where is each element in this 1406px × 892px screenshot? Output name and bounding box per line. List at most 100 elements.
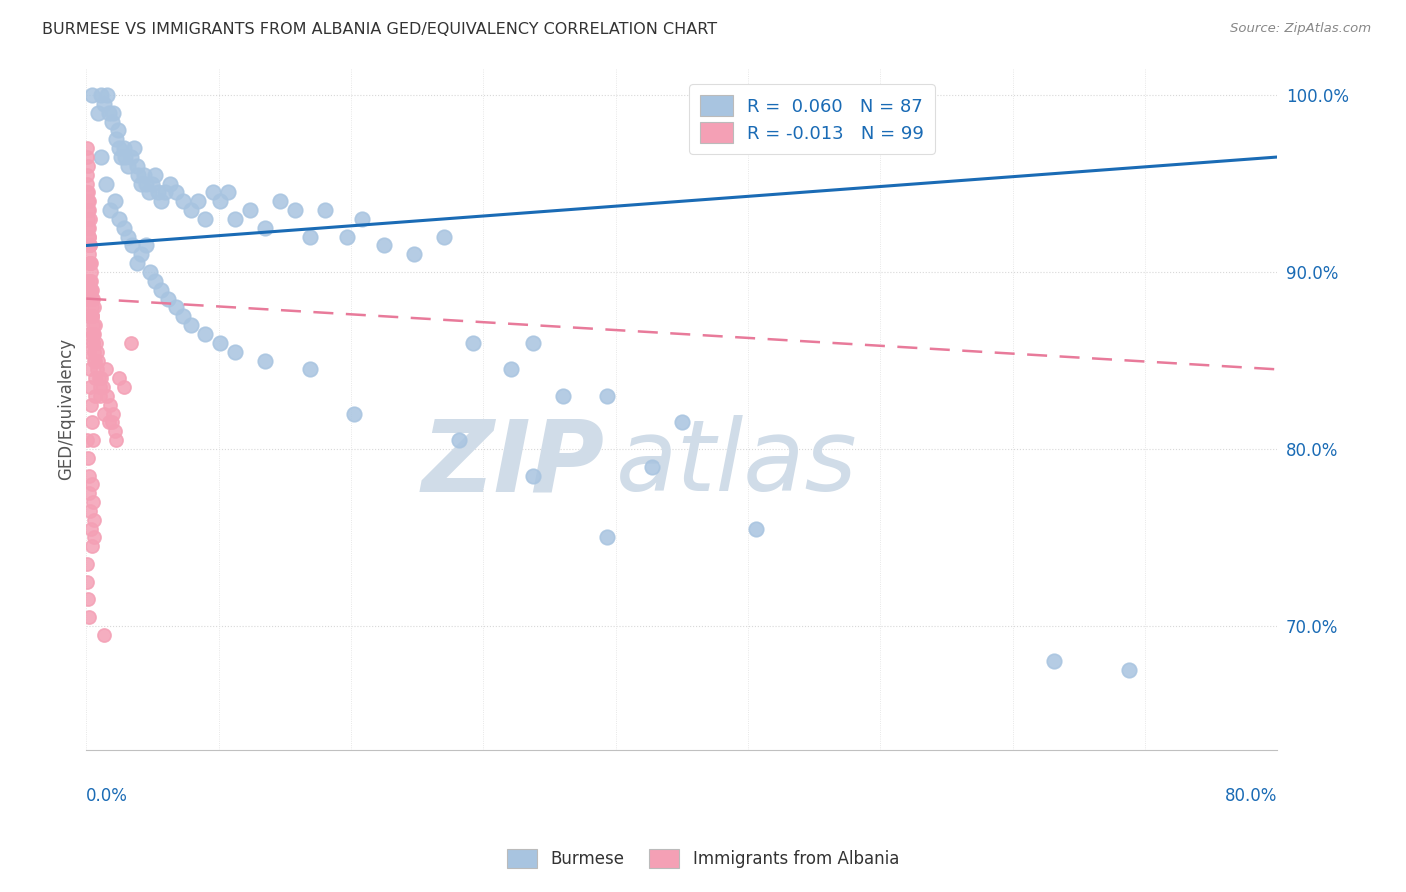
Point: [87, 353, 110, 368]
Point: [100, 416, 122, 430]
Point: [77, 238, 100, 252]
Point: [84, 318, 107, 332]
Point: [135, 177, 157, 191]
Point: [125, 159, 148, 173]
Point: [596, 531, 619, 545]
Point: [108, 211, 131, 226]
Point: [76, 186, 98, 200]
Point: [80, 283, 103, 297]
Point: [135, 238, 157, 252]
Point: [87, 371, 110, 385]
Point: [84, 335, 107, 350]
Point: [134, 168, 156, 182]
Point: [350, 211, 373, 226]
Point: [80, 301, 103, 315]
Point: [86, 362, 108, 376]
Point: [373, 238, 395, 252]
Point: [253, 220, 276, 235]
Point: [745, 522, 768, 536]
Point: [80, 283, 103, 297]
Point: [239, 203, 262, 218]
Point: [83, 301, 105, 315]
Point: [91, 380, 114, 394]
Point: [209, 194, 232, 209]
Point: [433, 229, 456, 244]
Point: [96, 389, 118, 403]
Point: [139, 265, 162, 279]
Point: [82, 495, 104, 509]
Point: [80, 398, 103, 412]
Point: [155, 186, 177, 200]
Point: [76, 433, 98, 447]
Point: [79, 256, 101, 270]
Point: [80, 416, 103, 430]
Point: [125, 256, 148, 270]
Point: [98, 203, 121, 218]
Point: [80, 292, 103, 306]
Point: [80, 292, 103, 306]
Point: [82, 335, 104, 350]
Point: [94, 177, 117, 191]
Text: BURMESE VS IMMIGRANTS FROM ALBANIA GED/EQUIVALENCY CORRELATION CHART: BURMESE VS IMMIGRANTS FROM ALBANIA GED/E…: [42, 22, 717, 37]
Point: [79, 274, 101, 288]
Point: [96, 88, 118, 103]
Point: [447, 433, 470, 447]
Point: [80, 256, 103, 270]
Point: [82, 318, 104, 332]
Point: [79, 344, 101, 359]
Point: [76, 557, 98, 571]
Point: [77, 229, 100, 244]
Point: [79, 238, 101, 252]
Point: [84, 389, 107, 403]
Point: [107, 123, 129, 137]
Point: [336, 229, 359, 244]
Point: [77, 220, 100, 235]
Point: [138, 186, 160, 200]
Point: [77, 238, 100, 252]
Point: [143, 274, 166, 288]
Point: [82, 310, 104, 324]
Point: [79, 362, 101, 376]
Point: [121, 238, 143, 252]
Point: [80, 274, 103, 288]
Point: [112, 380, 135, 394]
Point: [98, 398, 121, 412]
Legend: R =  0.060   N = 87, R = -0.013   N = 99: R = 0.060 N = 87, R = -0.013 N = 99: [689, 85, 935, 154]
Point: [112, 141, 135, 155]
Point: [82, 335, 104, 350]
Point: [112, 220, 135, 235]
Point: [120, 335, 142, 350]
Point: [671, 416, 693, 430]
Point: [149, 283, 172, 297]
Text: ZIP: ZIP: [422, 415, 605, 512]
Point: [90, 150, 112, 164]
Point: [79, 380, 101, 394]
Point: [89, 380, 111, 394]
Point: [79, 238, 101, 252]
Point: [76, 574, 98, 589]
Point: [77, 194, 100, 209]
Point: [82, 326, 104, 341]
Point: [131, 177, 153, 191]
Point: [77, 220, 100, 235]
Point: [101, 105, 124, 120]
Point: [157, 292, 180, 306]
Point: [551, 389, 574, 403]
Point: [165, 301, 187, 315]
Point: [131, 247, 153, 261]
Legend: Burmese, Immigrants from Albania: Burmese, Immigrants from Albania: [501, 842, 905, 875]
Point: [76, 450, 98, 465]
Point: [499, 362, 522, 376]
Point: [463, 335, 485, 350]
Point: [108, 141, 131, 155]
Point: [343, 407, 366, 421]
Point: [596, 389, 619, 403]
Point: [187, 194, 209, 209]
Point: [149, 194, 172, 209]
Point: [83, 371, 105, 385]
Text: 80.0%: 80.0%: [1225, 788, 1278, 805]
Point: [76, 150, 98, 164]
Point: [172, 194, 194, 209]
Point: [83, 513, 105, 527]
Point: [1043, 654, 1066, 668]
